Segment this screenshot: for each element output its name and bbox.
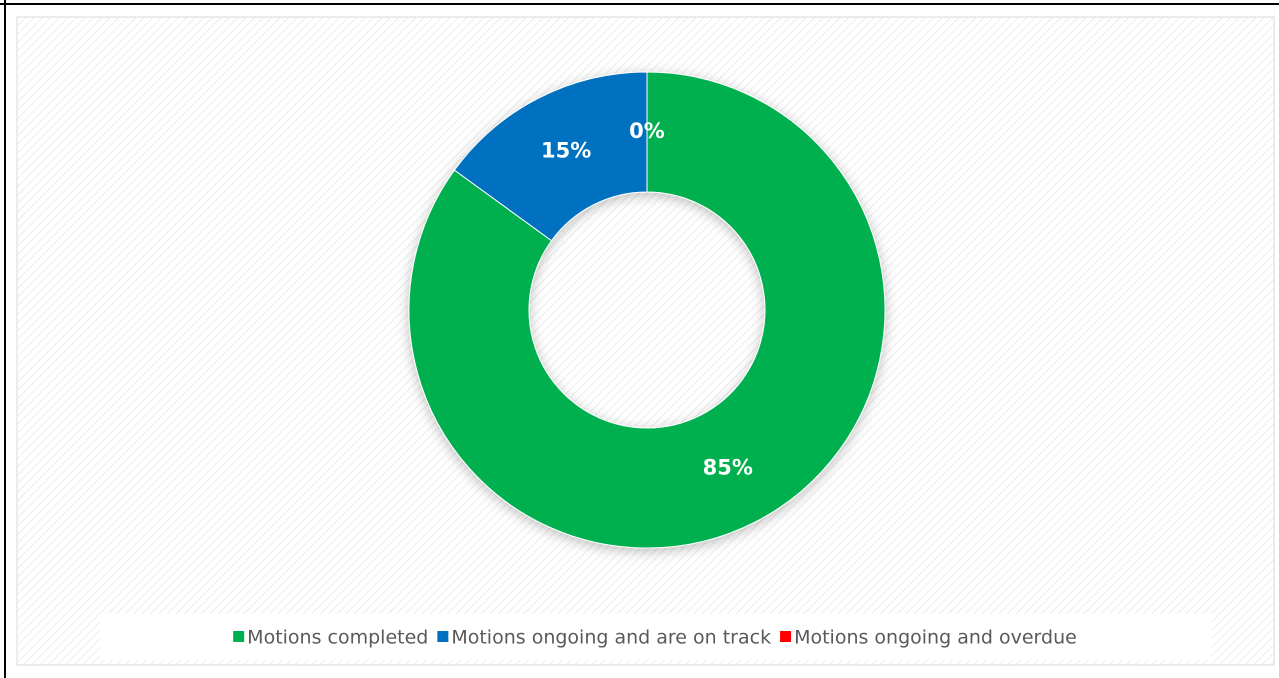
- data-label: 0%: [629, 119, 665, 143]
- legend-label: Motions ongoing and overdue: [794, 627, 1077, 649]
- donut-slice: [408, 71, 886, 549]
- legend-label: Motions completed: [247, 627, 428, 649]
- legend-box: [100, 614, 1212, 660]
- data-label: 85%: [703, 456, 753, 480]
- donut: [408, 71, 886, 549]
- donut-slice: [453, 71, 648, 242]
- legend-swatch: [437, 631, 449, 642]
- legend-label: Motions ongoing and are on track: [451, 627, 771, 649]
- legend-swatch: [233, 631, 245, 642]
- data-label: 15%: [541, 138, 591, 162]
- legend-swatch: [780, 631, 792, 642]
